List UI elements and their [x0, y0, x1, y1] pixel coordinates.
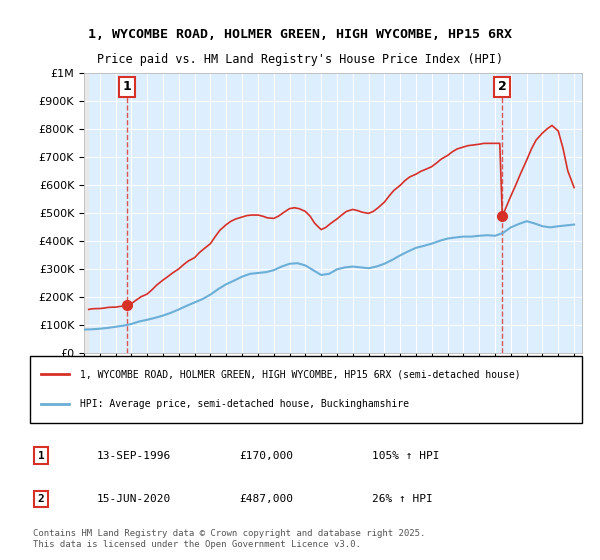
Text: 1: 1	[38, 451, 44, 461]
Text: 2: 2	[38, 494, 44, 504]
Text: HPI: Average price, semi-detached house, Buckinghamshire: HPI: Average price, semi-detached house,…	[80, 399, 409, 409]
Text: 105% ↑ HPI: 105% ↑ HPI	[372, 451, 440, 461]
Text: 1: 1	[122, 80, 131, 94]
Text: 2: 2	[498, 80, 506, 94]
FancyBboxPatch shape	[30, 356, 582, 423]
Text: £487,000: £487,000	[240, 494, 294, 504]
Text: £170,000: £170,000	[240, 451, 294, 461]
Text: 1, WYCOMBE ROAD, HOLMER GREEN, HIGH WYCOMBE, HP15 6RX: 1, WYCOMBE ROAD, HOLMER GREEN, HIGH WYCO…	[88, 28, 512, 41]
Text: 13-SEP-1996: 13-SEP-1996	[96, 451, 170, 461]
Text: 26% ↑ HPI: 26% ↑ HPI	[372, 494, 433, 504]
Text: 15-JUN-2020: 15-JUN-2020	[96, 494, 170, 504]
Text: Price paid vs. HM Land Registry's House Price Index (HPI): Price paid vs. HM Land Registry's House …	[97, 53, 503, 66]
Text: 1, WYCOMBE ROAD, HOLMER GREEN, HIGH WYCOMBE, HP15 6RX (semi-detached house): 1, WYCOMBE ROAD, HOLMER GREEN, HIGH WYCO…	[80, 370, 520, 380]
Text: Contains HM Land Registry data © Crown copyright and database right 2025.
This d: Contains HM Land Registry data © Crown c…	[33, 529, 425, 549]
Bar	[84, 73, 89, 353]
